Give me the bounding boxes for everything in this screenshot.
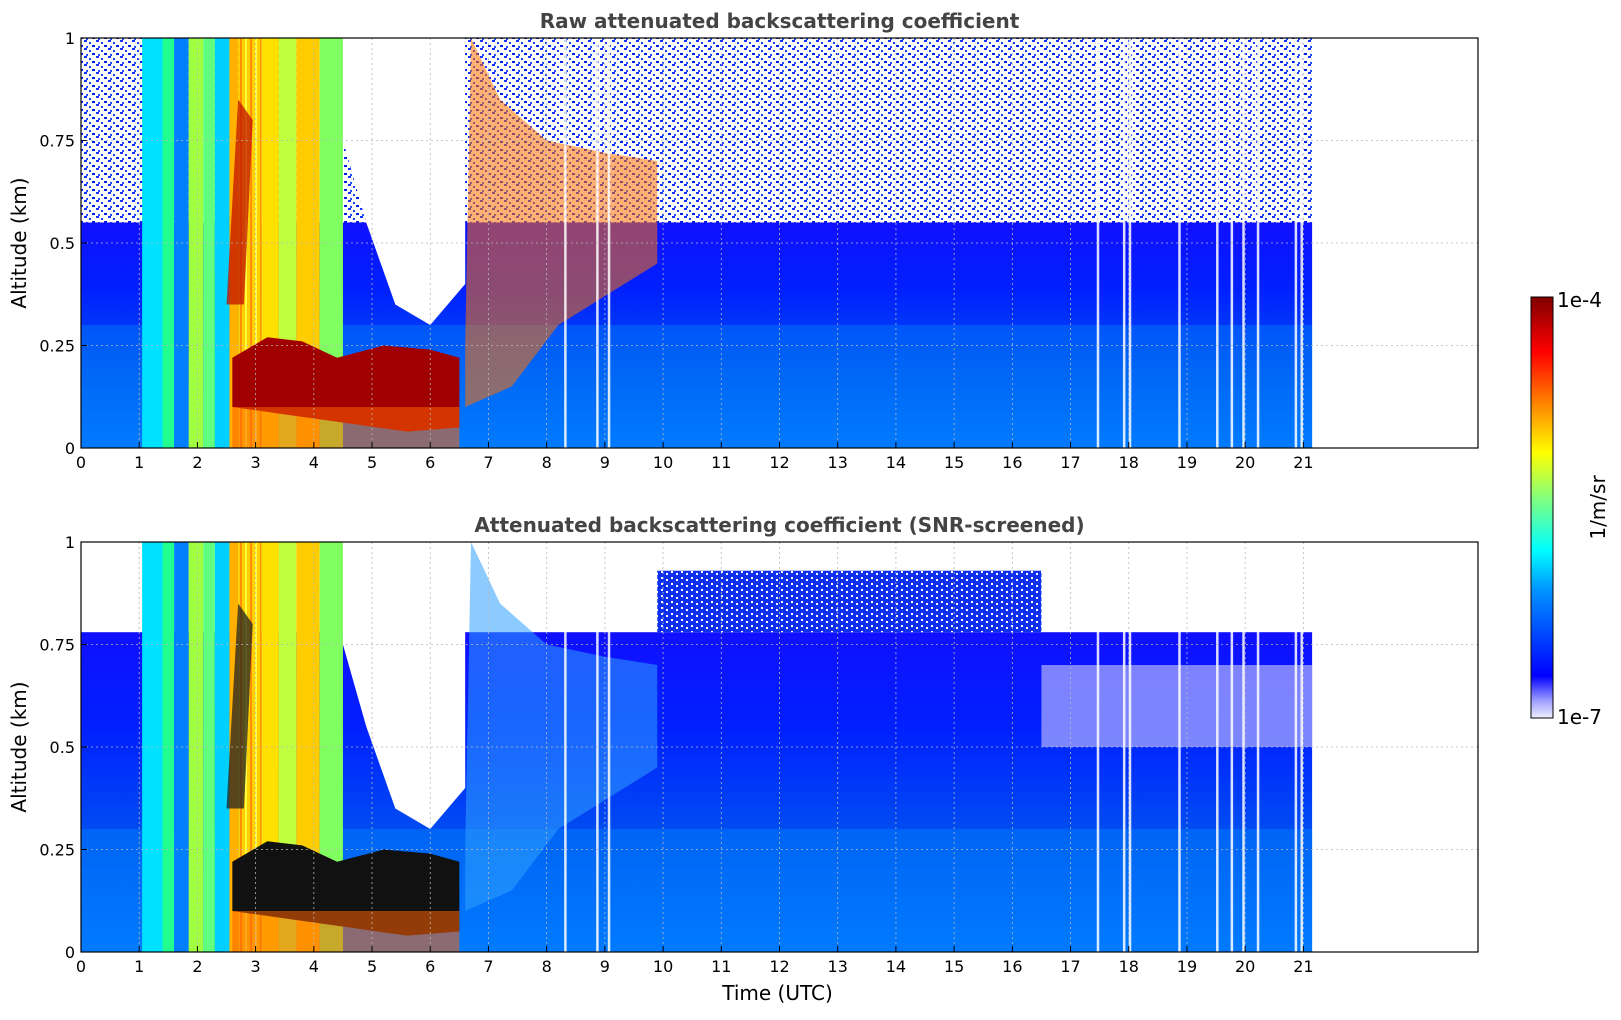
heatmap-cell-lowsignal	[1041, 665, 1313, 747]
x-tick-label: 6	[425, 957, 435, 976]
heatmap-gap	[1178, 542, 1181, 952]
x-tick-label: 9	[600, 453, 610, 472]
x-tick-label: 3	[251, 453, 261, 472]
panel-1: Raw attenuated backscattering coefficien…	[7, 9, 1479, 472]
x-tick-label: 17	[1060, 957, 1080, 976]
x-tick-label: 13	[828, 957, 848, 976]
heatmap-gap	[1294, 38, 1298, 448]
x-tick-label: 15	[944, 957, 964, 976]
heatmap-streak	[203, 542, 215, 952]
heatmap-gap	[607, 542, 611, 952]
heatmap-gap	[1256, 38, 1260, 448]
colorbar-min-label: 1e-7	[1557, 705, 1602, 729]
y-tick-label: 0	[65, 439, 75, 458]
colorbar: 1e-4 1e-7 1/m/sr	[1530, 288, 1610, 729]
y-tick-label: 0.5	[50, 234, 75, 253]
x-tick-label: 12	[769, 957, 789, 976]
y-tick-label: 1	[65, 29, 75, 48]
x-tick-label: 9	[600, 957, 610, 976]
x-tick-label: 5	[367, 957, 377, 976]
heatmap-gap	[1128, 542, 1132, 952]
colorbar-max-label: 1e-4	[1557, 288, 1602, 312]
x-tick-label: 7	[483, 453, 493, 472]
heatmap-mixing-layer	[465, 38, 658, 407]
heatmap-cell-noise	[657, 570, 1042, 633]
x-tick-label: 2	[192, 453, 202, 472]
x-tick-label: 6	[425, 453, 435, 472]
heatmap	[81, 542, 1313, 952]
x-tick-label: 4	[309, 453, 319, 472]
y-tick-label: 0	[65, 943, 75, 962]
x-tick-label: 14	[886, 957, 906, 976]
heatmap-gap	[564, 38, 567, 448]
x-tick-label: 13	[828, 453, 848, 472]
x-tick-label: 5	[367, 453, 377, 472]
x-tick-label: 15	[944, 453, 964, 472]
heatmap-plume	[226, 603, 253, 809]
x-tick-label: 11	[711, 957, 731, 976]
y-axis-label: Altitude (km)	[7, 681, 31, 812]
x-tick-label: 19	[1177, 453, 1197, 472]
x-tick-label: 16	[1002, 957, 1022, 976]
panel-title: Raw attenuated backscattering coefficien…	[540, 9, 1020, 33]
heatmap-clear-region	[342, 38, 466, 325]
x-tick-label: 0	[76, 957, 86, 976]
x-tick-label: 21	[1293, 957, 1313, 976]
heatmap-gap	[607, 38, 611, 448]
x-tick-label: 2	[192, 957, 202, 976]
y-tick-label: 0.25	[39, 337, 75, 356]
x-tick-label: 1	[134, 957, 144, 976]
grid	[80, 541, 1478, 953]
x-tick-label: 11	[711, 453, 731, 472]
x-tick-label: 18	[1119, 453, 1139, 472]
x-tick-label: 10	[653, 957, 673, 976]
heatmap-gap	[1256, 542, 1260, 952]
heatmap-streak	[162, 542, 175, 952]
y-tick-label: 0.5	[50, 738, 75, 757]
y-tick-label: 0.75	[39, 636, 75, 655]
heatmap-gap	[1178, 38, 1181, 448]
heatmap-gap	[1242, 38, 1245, 448]
x-tick-label: 0	[76, 453, 86, 472]
x-tick-label: 21	[1293, 453, 1313, 472]
heatmap-cloud-base	[232, 911, 460, 952]
heatmap-gap	[1242, 542, 1245, 952]
x-tick-label: 4	[309, 957, 319, 976]
x-tick-label: 10	[653, 453, 673, 472]
y-tick-label: 1	[65, 533, 75, 552]
heatmap-streak	[203, 38, 215, 448]
heatmap-cloud-base	[232, 407, 460, 448]
heatmap-gap	[564, 542, 567, 952]
colorbar-unit-label: 1/m/sr	[1586, 475, 1610, 540]
panel-2: Attenuated backscattering coefficient (S…	[7, 513, 1479, 1005]
y-axis-label: Altitude (km)	[7, 177, 31, 308]
x-tick-label: 1	[134, 453, 144, 472]
heatmap-mixing-layer	[465, 542, 658, 911]
colorbar-scale	[1530, 296, 1554, 719]
heatmap-gap	[1128, 38, 1132, 448]
x-tick-label: 19	[1177, 957, 1197, 976]
x-tick-label: 17	[1060, 453, 1080, 472]
x-tick-label: 8	[542, 453, 552, 472]
x-tick-label: 16	[1002, 453, 1022, 472]
y-tick-label: 0.75	[39, 132, 75, 151]
panel-title: Attenuated backscattering coefficient (S…	[474, 513, 1084, 537]
x-axis-label: Time (UTC)	[721, 981, 833, 1005]
x-tick-label: 12	[769, 453, 789, 472]
x-tick-label: 8	[542, 957, 552, 976]
heatmap-plume	[226, 99, 253, 305]
x-tick-label: 14	[886, 453, 906, 472]
x-tick-label: 7	[483, 957, 493, 976]
y-tick-label: 0.25	[39, 841, 75, 860]
heatmap-gap	[1122, 38, 1126, 448]
heatmap-streak	[162, 38, 175, 448]
heatmap-clear-region	[342, 542, 466, 829]
x-tick-label: 20	[1235, 453, 1255, 472]
x-tick-label: 18	[1119, 957, 1139, 976]
x-tick-label: 20	[1235, 957, 1255, 976]
heatmap-gap	[1294, 542, 1298, 952]
heatmap-gap	[1122, 542, 1126, 952]
x-tick-label: 3	[251, 957, 261, 976]
